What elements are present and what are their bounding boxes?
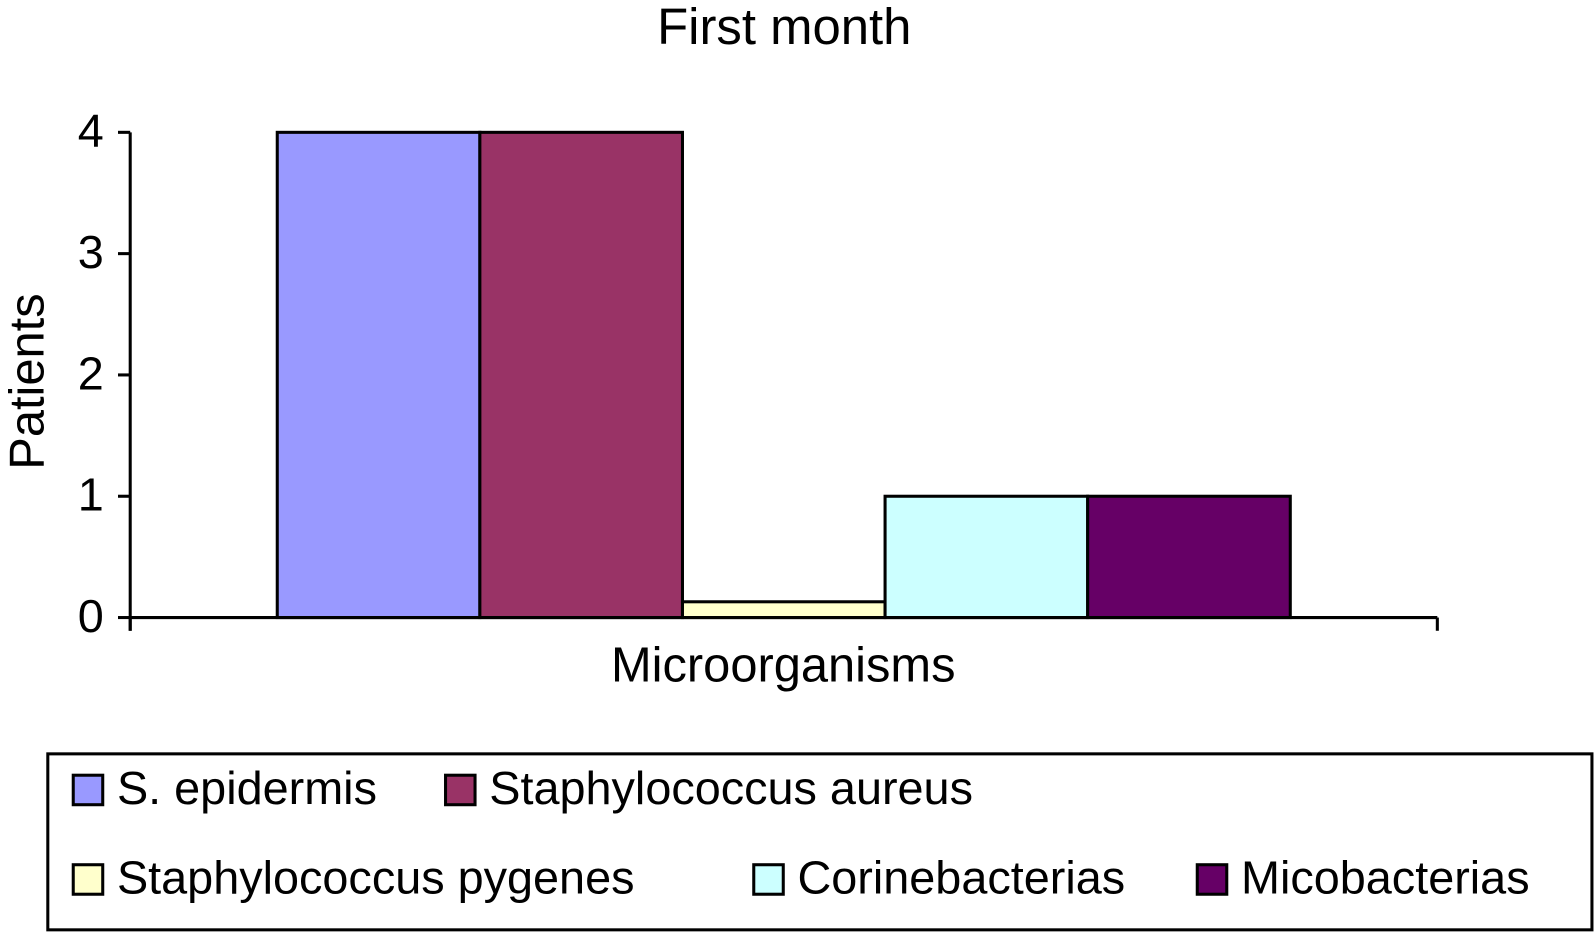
legend-label: Staphylococcus pygenes [117,851,635,903]
x-axis-label: Microorganisms [611,638,955,692]
y-tick-label: 1 [78,469,104,521]
y-tick-label: 2 [78,347,104,399]
y-axis-label: Patients [0,293,54,469]
legend-label: Micobacterias [1241,851,1530,903]
chart-title: First month [657,0,911,55]
y-tick-label: 3 [78,226,104,278]
legend-label: S. epidermis [117,762,377,814]
y-tick-label: 0 [78,590,104,642]
legend-swatch [71,863,105,896]
legend-swatch [444,773,477,807]
bar [883,494,1090,620]
bar [275,130,482,620]
legend-swatch [1195,863,1229,896]
bar [478,130,684,620]
y-tick-label: 4 [78,105,104,157]
bar [680,600,887,620]
legend-swatch [752,863,785,896]
legend-swatch [71,773,105,807]
bar [1086,494,1292,620]
legend-box [46,752,1594,932]
legend-label: Staphylococcus aureus [489,762,973,814]
legend-label: Corinebacterias [797,851,1125,903]
